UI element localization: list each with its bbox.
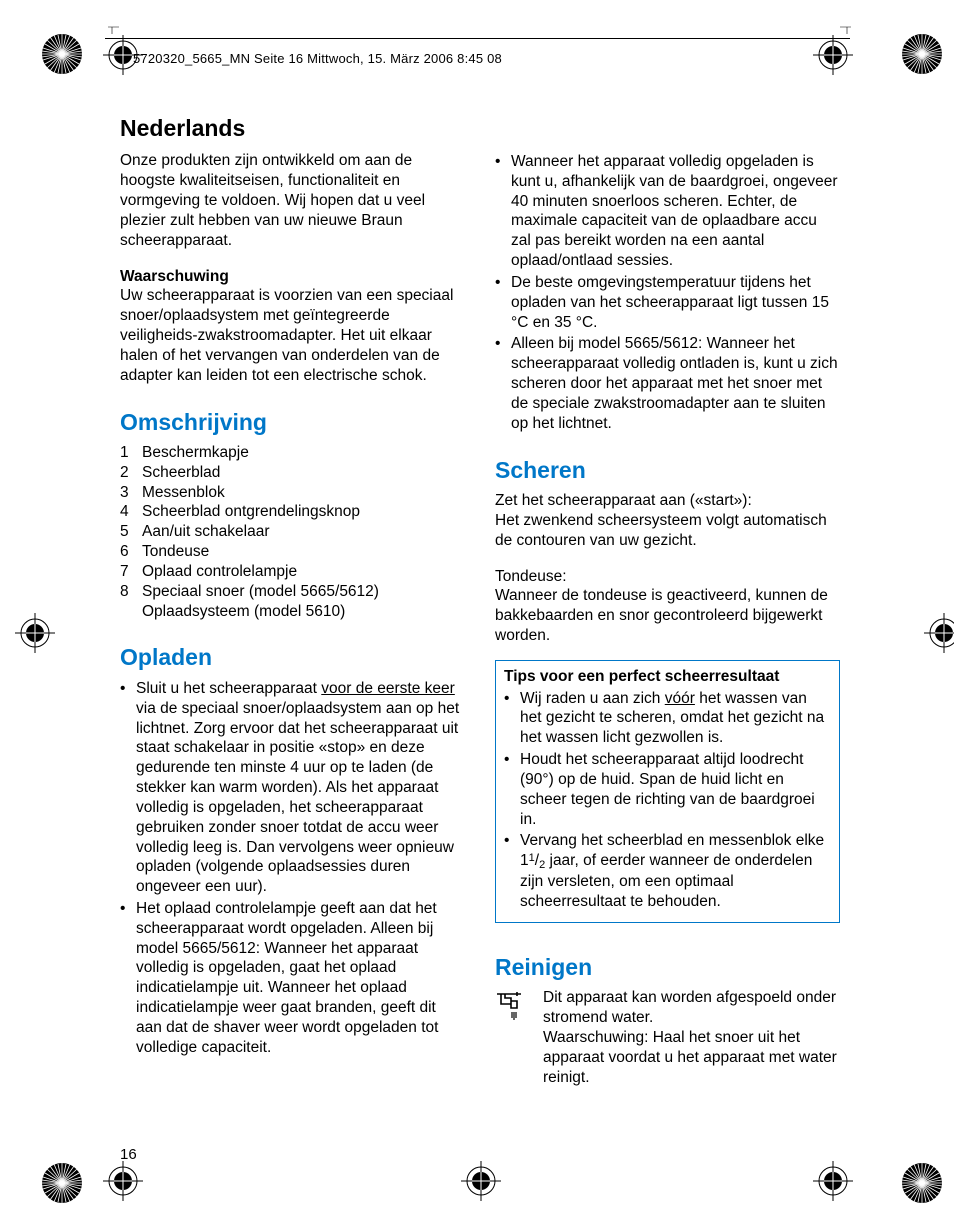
reinigen-body: Dit apparaat kan worden afgespoeld onder… [495, 988, 840, 1087]
crop-mark-icon [105, 20, 119, 39]
registration-mark-icon [924, 613, 954, 653]
print-header-text: 5720320_5665_MN Seite 16 Mittwoch, 15. M… [105, 51, 850, 66]
parts-list: 1Beschermkapje 2Scheerblad 3Messenblok 4… [120, 443, 465, 621]
tips-list: Wij raden u aan zich vóór het wassen van… [504, 689, 831, 912]
tips-box: Tips voor een perfect scheerresultaat Wi… [495, 660, 840, 923]
column-right: Wanneer het apparaat volledig opgeladen … [495, 114, 840, 1088]
registration-mark-icon [103, 1161, 143, 1201]
opladen-continued-list: Wanneer het apparaat volledig opgeladen … [495, 152, 840, 434]
warning-heading: Waarschuwing [120, 267, 465, 287]
opladen-list: Sluit u het scheerapparaat voor de eerst… [120, 679, 465, 1058]
section-scheren: Scheren [495, 456, 840, 485]
print-header: 5720320_5665_MN Seite 16 Mittwoch, 15. M… [105, 38, 850, 66]
list-item: Het oplaad controlelampje geeft aan dat … [120, 899, 465, 1058]
registration-mark-icon [15, 613, 55, 653]
warning-body: Uw scheerapparaat is voorzien van een sp… [120, 286, 465, 385]
list-item: Sluit u het scheerapparaat voor de eerst… [120, 679, 465, 897]
scheren-line2: Het zwenkend scheersysteem volgt automat… [495, 511, 840, 551]
crop-mark-icon [840, 20, 854, 39]
tips-title: Tips voor een perfect scheerresultaat [504, 667, 831, 687]
printer-mark-icon [40, 32, 84, 76]
list-item: Vervang het scheerblad en messenblok elk… [504, 831, 831, 912]
page-number: 16 [120, 1146, 137, 1163]
column-left: Nederlands Onze produkten zijn ontwikkel… [120, 114, 465, 1088]
scheren-line1: Zet het scheerapparaat aan («start»): [495, 491, 840, 511]
section-opladen: Opladen [120, 643, 465, 672]
page-title: Nederlands [120, 114, 465, 143]
printer-mark-icon [900, 1161, 944, 1205]
section-reinigen: Reinigen [495, 953, 840, 982]
registration-mark-icon [813, 1161, 853, 1201]
section-omschrijving: Omschrijving [120, 408, 465, 437]
tondeuse-label: Tondeuse: [495, 567, 840, 587]
list-item: De beste omgevingstemperatuur tijdens he… [495, 273, 840, 332]
list-item: Alleen bij model 5665/5612: Wanneer het … [495, 334, 840, 433]
list-item: Wij raden u aan zich vóór het wassen van… [504, 689, 831, 748]
list-item: Wanneer het apparaat volledig opgeladen … [495, 152, 840, 271]
list-item: Houdt het scheerapparaat altijd loodrech… [504, 750, 831, 829]
intro-paragraph: Onze produkten zijn ontwikkeld om aan de… [120, 151, 465, 250]
registration-mark-icon [461, 1161, 501, 1201]
water-tap-icon [495, 988, 533, 1034]
printer-mark-icon [900, 32, 944, 76]
tondeuse-body: Wanneer de tondeuse is geactiveerd, kunn… [495, 586, 840, 645]
printer-mark-icon [40, 1161, 84, 1205]
